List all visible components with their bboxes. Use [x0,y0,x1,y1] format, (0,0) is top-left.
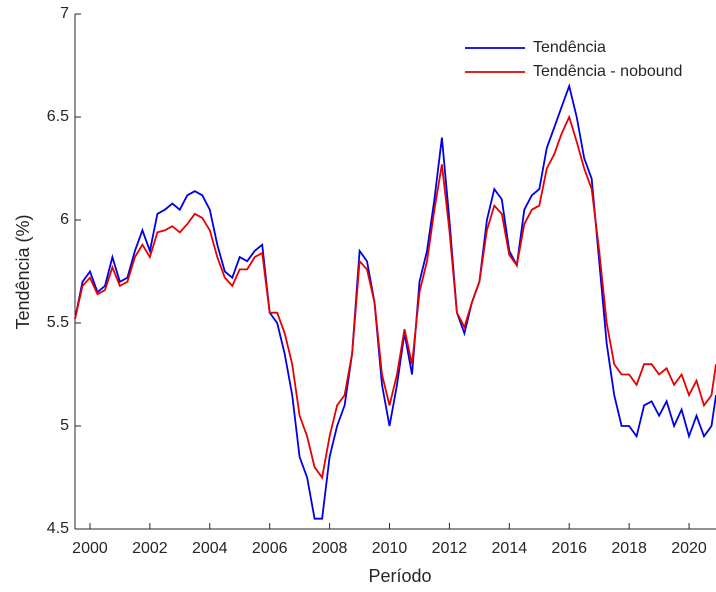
y-tick-label: 5 [60,417,69,434]
legend-label: Tendência - nobound [533,63,682,80]
y-tick-label: 5.5 [47,314,69,331]
x-tick-label: 2002 [132,540,168,557]
x-tick-label: 2018 [611,540,647,557]
line [74,114,716,480]
y-tick-label: 6.5 [47,108,69,125]
x-tick-label: 2014 [492,540,528,557]
x-tick-label: 2006 [252,540,288,557]
x-tick-label: 2012 [432,540,468,557]
x-axis-label: Período [368,566,431,586]
x-tick-label: 2000 [72,540,108,557]
y-tick-label: 7 [60,5,69,22]
x-tick-label: 2016 [551,540,587,557]
line [74,82,716,520]
x-tick-label: 2004 [192,540,228,557]
x-tick-label: 2010 [372,540,408,557]
y-axis-label: Tendência (%) [13,214,33,329]
y-tick-label: 4.5 [47,520,69,537]
y-tick-label: 6 [60,211,69,228]
legend-label: Tendência [533,39,606,56]
plot-area [75,14,716,529]
x-tick-label: 2020 [671,540,707,557]
x-tick-label: 2008 [312,540,348,557]
